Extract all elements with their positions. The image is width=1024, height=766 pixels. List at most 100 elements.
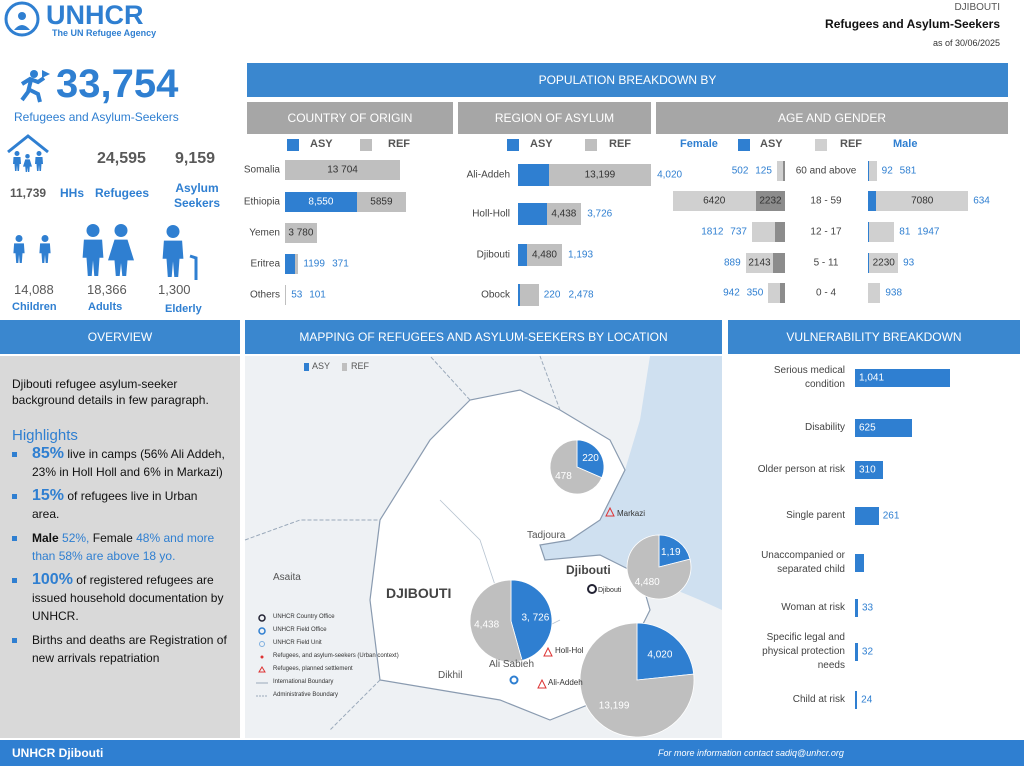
map-markers xyxy=(256,506,615,697)
highlight-text: 52%, xyxy=(62,531,90,545)
place-label: Asaita xyxy=(273,572,301,583)
value-label: 261 xyxy=(882,510,900,522)
pie-slice xyxy=(549,439,603,495)
legend-label: REF xyxy=(351,361,369,371)
household-icon xyxy=(7,134,49,172)
highlight-text: 100% xyxy=(32,571,73,588)
value-label: 53 xyxy=(291,289,303,301)
bar-segment xyxy=(776,161,784,181)
bar-segment xyxy=(755,191,785,211)
country-label: DJIBOUTI xyxy=(386,585,452,601)
value-label: 5859 xyxy=(370,196,393,208)
category-label: Ethiopia xyxy=(243,196,280,208)
pie-label: 478 xyxy=(555,471,572,482)
bullet-marker xyxy=(12,452,17,457)
bar-segment xyxy=(285,160,401,180)
total-icon xyxy=(20,70,50,103)
legend-label: REF xyxy=(609,138,631,150)
category-label: Specific legal and physical protection n… xyxy=(762,632,845,671)
value-label: 737 xyxy=(730,226,747,238)
section-banner: POPULATION BREAKDOWN BY xyxy=(247,63,1008,97)
pie-label: 3, 726 xyxy=(521,613,549,624)
value-label: 13 704 xyxy=(327,164,358,176)
value-label: 220 xyxy=(543,289,561,301)
logo-emblem xyxy=(4,1,40,37)
legend-label: ASY xyxy=(312,361,331,371)
value-label: 92 xyxy=(881,165,893,177)
category-label: Child at risk xyxy=(792,694,845,705)
section-banner: VULNERABILITY BREAKDOWN xyxy=(728,320,1020,354)
pie-label: 220 xyxy=(582,453,599,464)
category-label: 12 - 17 xyxy=(810,226,842,238)
value-label: 938 xyxy=(885,287,903,299)
bar xyxy=(855,599,858,617)
legend-swatch xyxy=(342,363,347,371)
map-legend-label: UNHCR Field Office xyxy=(273,627,327,633)
pie-label: 4,480 xyxy=(635,577,660,588)
highlight-text: of registered refugees are issued househ… xyxy=(32,573,224,623)
legend-label: ASY xyxy=(530,138,553,150)
place-label: Dikhil xyxy=(438,670,463,681)
value-label: 32 xyxy=(861,646,874,658)
value-label: 350 xyxy=(746,287,764,299)
highlight-item: 100% of registered refugees are issued h… xyxy=(10,571,228,625)
pie-label: 4,438 xyxy=(474,619,499,630)
stat-value: 11,739 xyxy=(10,186,47,200)
stat-label: Children xyxy=(12,301,57,313)
value-label: 2232 xyxy=(759,195,782,207)
logo-text: UNHCR xyxy=(46,0,144,30)
bar-segment xyxy=(780,283,785,303)
value-label: 125 xyxy=(755,165,772,177)
bar-segment xyxy=(869,222,895,242)
value-label: 6420 xyxy=(703,195,726,207)
highlight-text: of refugees live in Urban area. xyxy=(32,489,198,521)
bar-segment xyxy=(549,164,651,186)
category-label: Disability xyxy=(804,422,845,433)
stat-value: 18,366 xyxy=(87,282,127,297)
map-legend-label: Administrative Boundary xyxy=(273,692,339,698)
section-banner: REGION OF ASYLUM xyxy=(458,102,651,134)
value-label: 634 xyxy=(973,195,990,207)
pie-slice xyxy=(658,534,691,568)
category-label: Obock xyxy=(481,289,510,301)
stat-label: Refugees xyxy=(95,186,150,200)
total-label: Refugees and Asylum-Seekers xyxy=(14,110,179,124)
value-label: 3,726 xyxy=(587,208,613,220)
pie-slice xyxy=(636,622,695,681)
header-date: as of 30/06/2025 xyxy=(932,38,1000,48)
category-label: Others xyxy=(249,289,280,301)
value-label: 33 xyxy=(862,602,874,614)
pie-slice xyxy=(576,439,605,479)
category-label: Ali-Addeh xyxy=(466,169,510,181)
category-label: 18 - 59 xyxy=(810,195,842,207)
bar xyxy=(855,461,884,479)
header-country: DJIBOUTI xyxy=(954,2,1000,13)
bar xyxy=(855,691,858,709)
bar xyxy=(855,643,858,661)
category-label: Yemen xyxy=(249,227,280,239)
category-label: Eritrea xyxy=(250,258,280,270)
category-label: 60 and above xyxy=(795,165,857,177)
highlight-text: 15% xyxy=(32,487,65,504)
footer-left: UNHCR Djibouti xyxy=(12,746,104,760)
legend-swatch xyxy=(815,139,827,151)
value-label: 310 xyxy=(859,464,876,476)
bullet-marker xyxy=(12,638,17,643)
stat-label: Asylum Seekers xyxy=(173,181,221,210)
value-label: 1947 xyxy=(917,226,940,238)
value-label: 371 xyxy=(332,258,349,270)
highlight-text: live in camps (56% Ali Addeh, 23% in Hol… xyxy=(32,447,225,479)
value-label: 7080 xyxy=(911,195,934,207)
category-label: 5 - 11 xyxy=(813,257,839,269)
value-label: 4,480 xyxy=(531,249,557,261)
value-label: 2230 xyxy=(872,257,895,269)
bar-segment xyxy=(768,283,781,303)
bar-segment xyxy=(285,192,357,212)
bar-segment xyxy=(518,164,549,186)
highlight-text: Female xyxy=(92,531,133,545)
bar-segment xyxy=(518,203,547,225)
bar-segment xyxy=(773,253,785,273)
category-label: Single parent xyxy=(786,510,845,521)
